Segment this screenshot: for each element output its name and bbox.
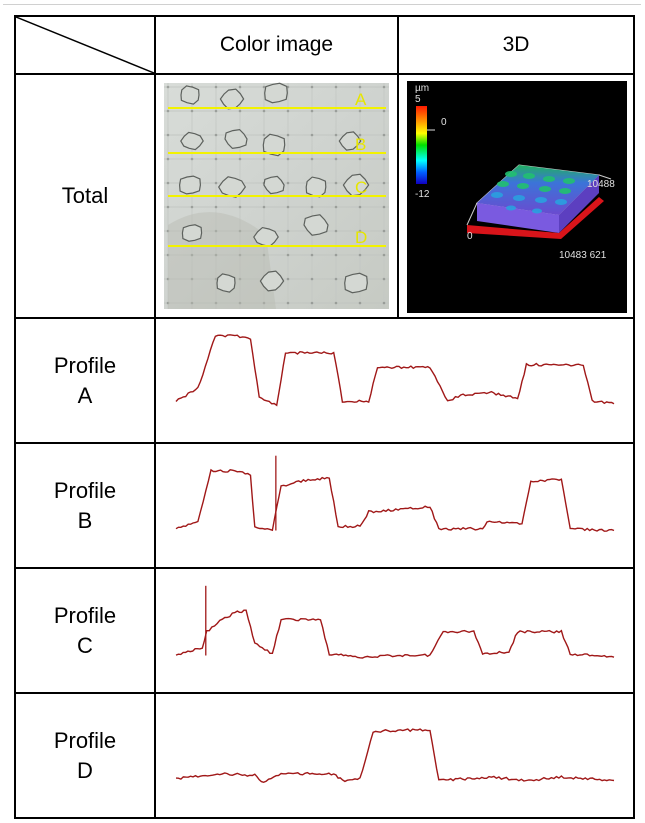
pit: [305, 176, 327, 198]
row-label-profile-a: Profile A: [14, 317, 156, 444]
row-profile-c: Profile C: [14, 567, 635, 694]
profile-b-trace: [175, 468, 615, 532]
colorbar-mid: 0: [441, 117, 447, 128]
row-label-total: Total: [14, 73, 156, 319]
pit: [263, 175, 285, 195]
three-d-plot: µm 5 0 -12: [407, 81, 627, 313]
color-image-cell: A B C D: [154, 73, 399, 319]
axis-label-bottom: 10483 621: [559, 250, 607, 261]
corner-diagonal: [16, 17, 154, 73]
row-total: Total: [14, 73, 635, 319]
profile-c-trace: [175, 609, 615, 659]
profile-c-cell: [154, 567, 635, 694]
pit: [216, 273, 236, 293]
row-profile-a: Profile A: [14, 317, 635, 444]
row-label-line2: A: [77, 382, 93, 408]
header-row: Color image 3D: [14, 15, 635, 75]
scan-line-label-c: C: [355, 178, 367, 197]
axis-label-right: 10488: [587, 179, 615, 190]
pit: [178, 175, 202, 195]
sample-pits: [178, 82, 370, 294]
scan-line-label-a: A: [355, 90, 367, 109]
pit: [303, 214, 329, 236]
row-label-line1: Profile: [53, 477, 117, 503]
row-label-line2: C: [77, 632, 93, 658]
pit: [342, 173, 370, 197]
row-label-line1: Profile: [53, 727, 117, 753]
axis-label-origin: 0: [467, 231, 473, 242]
scan-line-label-b: B: [355, 135, 366, 154]
pit: [262, 133, 286, 157]
profile-d-plot: [175, 728, 615, 784]
pit: [180, 131, 204, 151]
scan-lines: A B C D: [168, 90, 386, 247]
colorbar-unit: µm: [415, 83, 429, 94]
three-d-cell: µm 5 0 -12: [397, 73, 635, 319]
scan-line-label-d: D: [355, 228, 367, 247]
row-label-line2: B: [77, 507, 93, 533]
row-label-line2: D: [77, 757, 93, 783]
header-3d: 3D: [397, 15, 635, 75]
colorbar-max: 5: [415, 94, 421, 105]
profile-table: Color image 3D Total: [14, 15, 635, 819]
profile-a-trace: [175, 334, 615, 407]
pit: [224, 128, 248, 150]
pit: [180, 85, 200, 105]
header-color-image: Color image: [154, 15, 399, 75]
corner-cell: [14, 15, 156, 75]
pit: [264, 82, 288, 104]
figure-frame: [3, 4, 641, 820]
row-profile-b: Profile B: [14, 442, 635, 569]
colorbar: [416, 106, 427, 184]
profile-d-cell: [154, 692, 635, 819]
profile-c-plot: [175, 585, 615, 659]
colorbar-min: -12: [415, 189, 430, 200]
row-label-profile-d: Profile D: [14, 692, 156, 819]
pit: [259, 270, 285, 292]
row-profile-d: Profile D: [14, 692, 635, 819]
profile-d-trace: [175, 728, 615, 784]
row-label-line1: Profile: [53, 352, 117, 378]
pit: [338, 131, 362, 151]
row-label-profile-c: Profile C: [14, 567, 156, 694]
profile-b-plot: [175, 455, 615, 532]
pit: [344, 272, 368, 294]
row-label-profile-b: Profile B: [14, 442, 156, 569]
profile-a-plot: [175, 334, 615, 407]
row-label-line1: Profile: [53, 602, 117, 628]
pit: [181, 224, 203, 242]
profile-b-cell: [154, 442, 635, 569]
profile-a-cell: [154, 317, 635, 444]
color-image: A B C D: [164, 82, 389, 309]
pit: [219, 88, 245, 110]
surface-3d: [466, 164, 612, 239]
